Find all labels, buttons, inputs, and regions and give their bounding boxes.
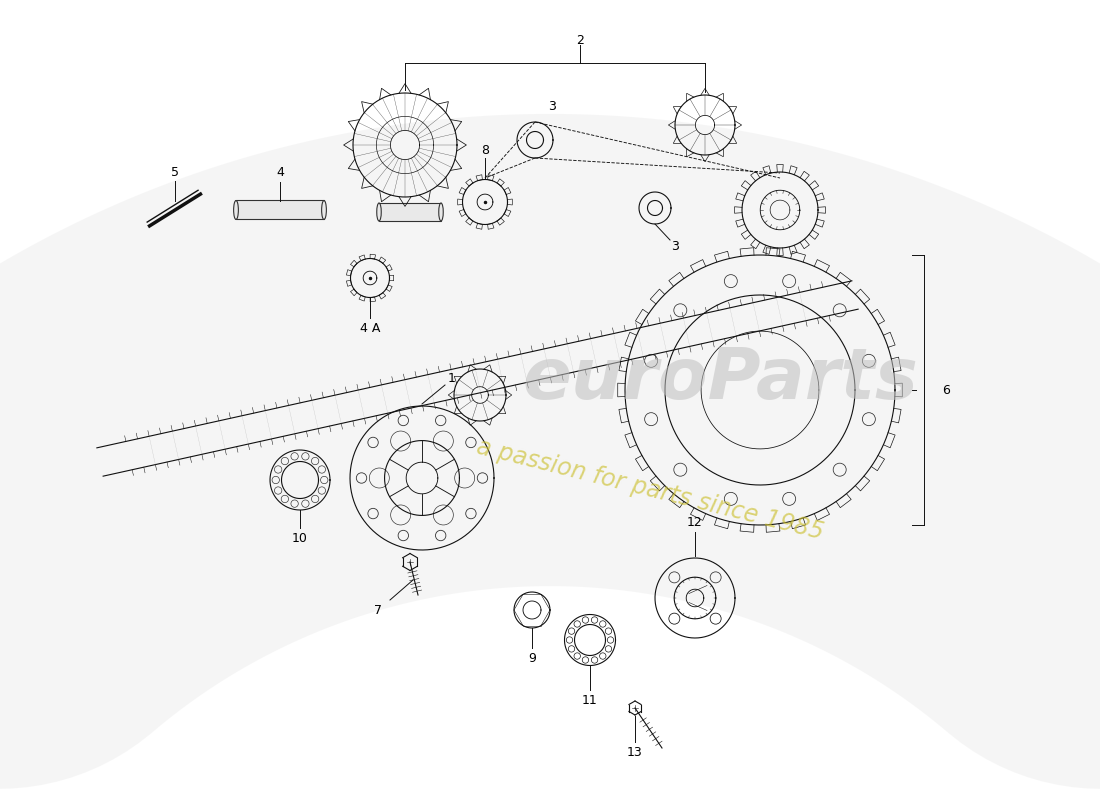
- Bar: [236, 201, 324, 219]
- Text: 3: 3: [671, 239, 679, 253]
- Text: 2: 2: [576, 34, 584, 46]
- Text: 4 A: 4 A: [360, 322, 381, 334]
- Ellipse shape: [376, 203, 382, 221]
- Text: euroParts: euroParts: [522, 346, 917, 414]
- Text: 6: 6: [942, 383, 950, 397]
- Ellipse shape: [233, 201, 239, 219]
- Text: 1: 1: [448, 371, 455, 385]
- Text: 3: 3: [548, 99, 556, 113]
- Text: a passion for parts since 1985: a passion for parts since 1985: [474, 435, 826, 545]
- Text: 8: 8: [481, 143, 490, 157]
- Bar: [379, 203, 441, 221]
- Text: 13: 13: [627, 746, 642, 758]
- Text: 5: 5: [170, 166, 179, 179]
- Text: 12: 12: [688, 517, 703, 530]
- Text: 4: 4: [276, 166, 284, 179]
- Ellipse shape: [439, 203, 443, 221]
- Text: 11: 11: [582, 694, 598, 706]
- Ellipse shape: [321, 201, 327, 219]
- Text: 7: 7: [374, 603, 382, 617]
- Text: 10: 10: [293, 531, 308, 545]
- Text: 9: 9: [528, 651, 536, 665]
